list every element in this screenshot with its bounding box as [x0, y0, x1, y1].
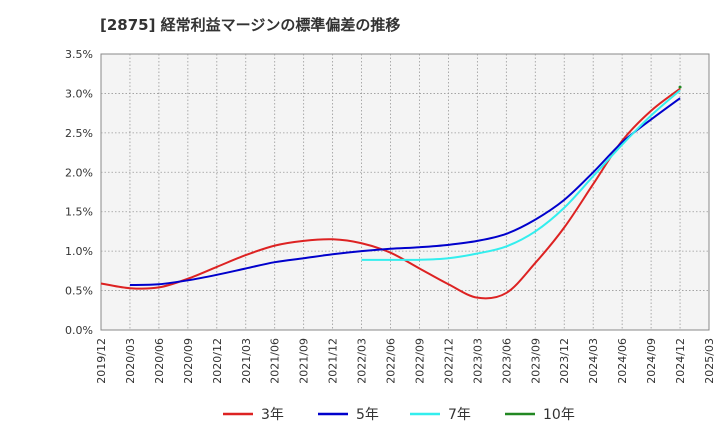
- series-line-2: [129, 97, 681, 287]
- x-tick-label: 2025/03: [703, 338, 716, 384]
- x-tick-label: 2023/03: [471, 338, 484, 384]
- x-tick-label: 2023/09: [529, 338, 542, 384]
- x-axis-ticks: 2019/12 2020/03 2020/06 2020/09 2020/12 2021/…: [95, 338, 716, 384]
- y-axis-ticks: 0.0% 0.5% 1.0% 1.5% 2.0% 2.5% 3.0% 3.5%: [65, 48, 93, 337]
- series-lines: [100, 85, 682, 300]
- x-tick-label: 2020/12: [211, 338, 224, 384]
- x-tick-label: 2021/09: [298, 338, 311, 384]
- x-tick-label: 2024/03: [587, 338, 600, 384]
- legend: 3年 5年 7年 10年: [223, 407, 575, 423]
- legend-label-2: 5年: [356, 407, 379, 423]
- y-tick-label: 1.0%: [65, 245, 93, 258]
- series-point-4: [678, 85, 682, 89]
- x-tick-label: 2022/09: [413, 338, 426, 384]
- y-tick-label: 0.5%: [65, 285, 93, 298]
- x-tick-label: 2023/12: [558, 338, 571, 384]
- series-line-1: [100, 87, 681, 300]
- legend-label-3: 7年: [448, 407, 471, 423]
- x-tick-label: 2019/12: [95, 338, 108, 384]
- y-tick-label: 0.0%: [65, 324, 93, 337]
- x-tick-label: 2023/06: [500, 338, 513, 384]
- x-tick-label: 2020/09: [182, 338, 195, 384]
- x-tick-label: 2024/06: [616, 338, 629, 384]
- x-tick-label: 2024/12: [674, 338, 687, 384]
- x-tick-label: 2020/06: [153, 338, 166, 384]
- x-tick-label: 2020/03: [124, 338, 137, 384]
- x-tick-label: 2024/09: [645, 338, 658, 384]
- legend-label-1: 3年: [261, 407, 284, 423]
- x-tick-label: 2021/12: [327, 338, 340, 384]
- x-tick-label: 2022/06: [385, 338, 398, 384]
- y-tick-label: 3.5%: [65, 48, 93, 61]
- y-tick-label: 2.0%: [65, 166, 93, 179]
- series-line-3: [361, 89, 681, 261]
- x-tick-label: 2022/03: [356, 338, 369, 384]
- x-tick-label: 2021/03: [240, 338, 253, 384]
- y-tick-label: 1.5%: [65, 206, 93, 219]
- grid-lines: [101, 54, 709, 330]
- y-tick-label: 3.0%: [65, 87, 93, 100]
- x-tick-label: 2021/06: [269, 338, 282, 384]
- chart-title: [2875] 経常利益マージンの標準偏差の推移: [100, 16, 401, 34]
- legend-label-4: 10年: [543, 407, 575, 423]
- plot-area: [100, 53, 710, 331]
- y-tick-label: 2.5%: [65, 127, 93, 140]
- x-tick-label: 2022/12: [442, 338, 455, 384]
